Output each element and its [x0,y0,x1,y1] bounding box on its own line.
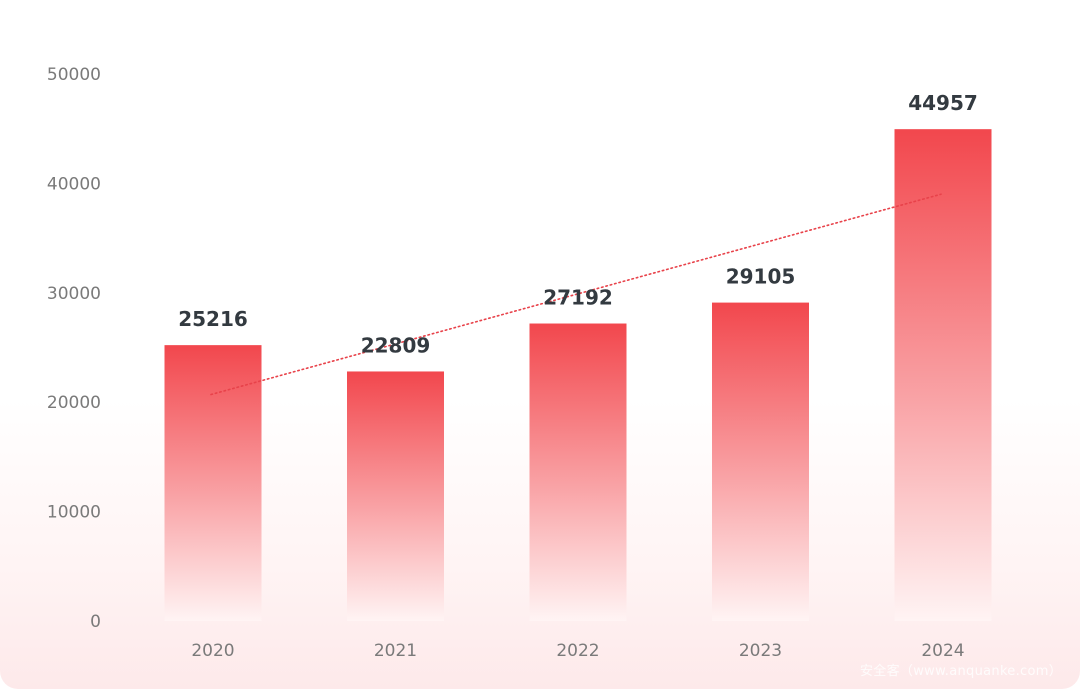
y-tick-label: 40000 [47,174,101,194]
y-tick-label: 10000 [47,503,101,523]
y-tick-label: 20000 [47,393,101,413]
x-tick-label: 2022 [556,641,599,661]
trendline-group [210,193,942,396]
data-label: 22809 [361,333,431,357]
y-axis: 0 10000 20000 30000 40000 50000 [47,65,101,632]
x-tick-label: 2024 [921,641,964,661]
x-tick-label: 2021 [374,641,417,661]
bar [712,302,809,621]
bar [347,371,444,621]
y-tick-label: 50000 [47,65,101,85]
bar [529,323,627,621]
data-label: 29105 [726,265,796,289]
bar [164,345,262,621]
trendline [210,193,942,396]
value-labels: 25216 22809 27192 29105 44957 [178,91,978,357]
y-tick-label: 0 [90,612,101,632]
bar [894,129,992,622]
x-tick-label: 2020 [191,641,234,661]
y-tick-label: 30000 [47,284,101,304]
bars [164,129,992,622]
x-tick-label: 2023 [739,641,782,661]
watermark-text: 安全客（www.anquanke.com） [860,664,1062,679]
x-axis: 2020 2021 2022 2023 2024 [191,641,964,661]
data-label: 27192 [543,286,613,310]
data-label: 25216 [178,307,248,331]
data-label: 44957 [908,91,978,115]
